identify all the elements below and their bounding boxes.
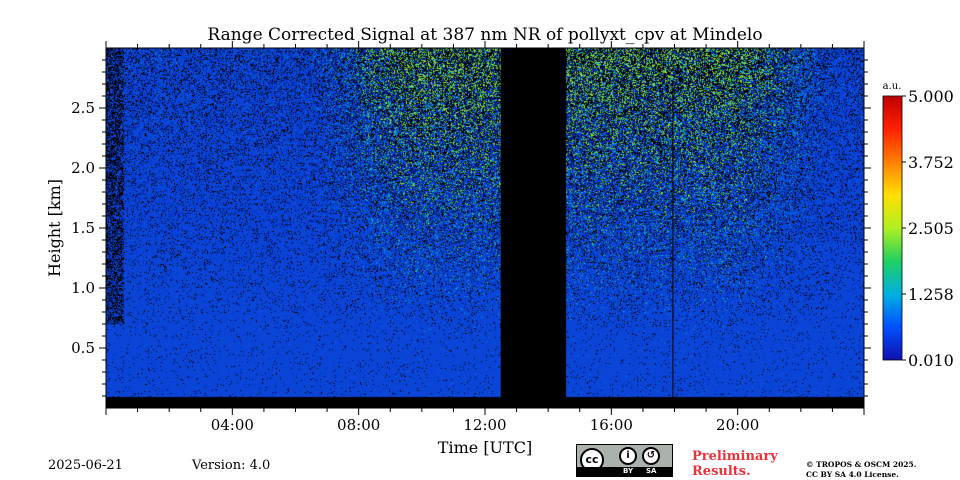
y-tick-label: 1.0 bbox=[71, 279, 95, 297]
chart-title: Range Corrected Signal at 387 nm NR of p… bbox=[207, 25, 763, 45]
heatmap-area bbox=[106, 48, 864, 408]
colorbar-tick-label: 5.000 bbox=[908, 87, 954, 106]
x-tick-label: 20:00 bbox=[716, 416, 759, 434]
colorbar-ticks: 5.000 3.752 2.505 1.258 0.010 bbox=[902, 87, 954, 370]
copyright-note: © TROPOS & OSCM 2025. CC BY SA 4.0 Licen… bbox=[806, 460, 917, 479]
preliminary-results-note: Preliminary Results. bbox=[692, 449, 778, 479]
badge-strip bbox=[577, 467, 672, 476]
y-tick-label: 1.5 bbox=[71, 219, 95, 237]
x-tick-label: 16:00 bbox=[590, 416, 633, 434]
colorbar-tick-label: 3.752 bbox=[908, 153, 954, 172]
colorbar-tick-label: 0.010 bbox=[908, 351, 954, 370]
x-axis-ticks: 04:00 08:00 12:00 16:00 20:00 bbox=[105, 41, 865, 434]
version-label: Version: 4.0 bbox=[192, 458, 271, 473]
y-axis-ticks: 0.5 1.0 1.5 2.0 2.5 bbox=[71, 59, 871, 397]
data-gap bbox=[500, 48, 566, 408]
date-label: 2025-06-21 bbox=[48, 458, 123, 473]
by-label: BY bbox=[623, 467, 634, 475]
x-tick-label: 04:00 bbox=[211, 416, 254, 434]
colorbar-tick-label: 2.505 bbox=[908, 219, 954, 238]
x-axis-label: Time [UTC] bbox=[438, 438, 532, 457]
y-tick-label: 0.5 bbox=[71, 339, 95, 357]
colorbar-tick-label: 1.258 bbox=[908, 285, 954, 304]
y-tick-label: 2.0 bbox=[71, 159, 95, 177]
colorbar bbox=[882, 95, 903, 361]
x-tick-label: 12:00 bbox=[463, 416, 506, 434]
y-axis-label: Height [km] bbox=[45, 179, 64, 277]
x-tick-label: 08:00 bbox=[337, 416, 380, 434]
colorbar-unit: a.u. bbox=[883, 81, 902, 92]
attribution-icon: i bbox=[619, 447, 637, 465]
signal-speckle bbox=[106, 48, 864, 408]
cc-license-badge[interactable]: cc i ↺ BY SA bbox=[576, 444, 673, 477]
sa-label: SA bbox=[646, 467, 657, 475]
y-tick-label: 2.5 bbox=[71, 99, 95, 117]
share-alike-icon: ↺ bbox=[642, 447, 660, 465]
